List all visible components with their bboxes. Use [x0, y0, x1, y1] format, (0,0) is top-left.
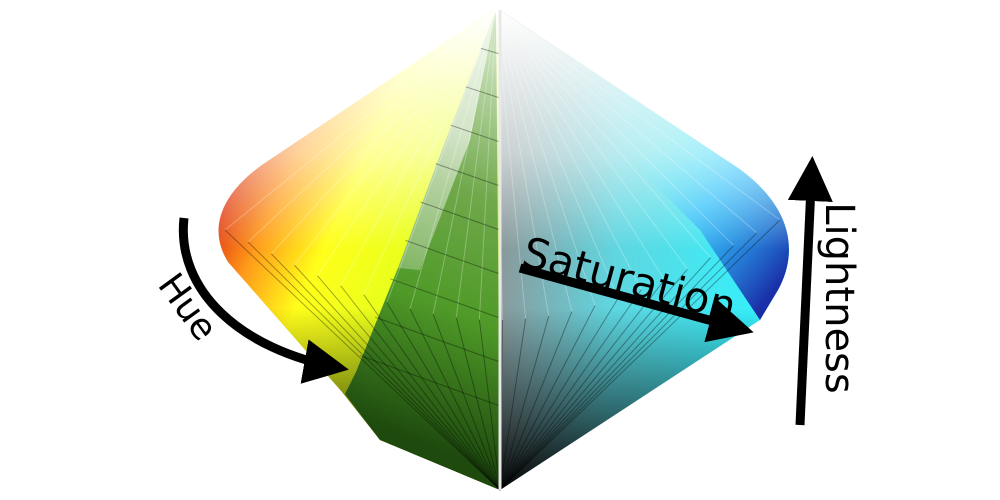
mesh-meridian-upper [495, 9, 665, 281]
mesh-meridian-upper [495, 9, 550, 317]
mesh-meridian-lower [499, 219, 781, 491]
mesh-meridian-upper [495, 9, 712, 258]
mesh-meridian-upper [478, 9, 497, 320]
mesh-meridian-lower [224, 229, 501, 491]
hue-label: Hue [150, 266, 226, 348]
mesh-meridian-lower [409, 308, 501, 491]
mesh-meridian-lower [499, 257, 711, 491]
saturation-arrow [518, 263, 754, 343]
bicone-mesh-lines [224, 9, 781, 321]
hue-arrow [178, 217, 349, 384]
mesh-meridian-upper [340, 9, 497, 286]
mesh-meridian-lower [247, 241, 501, 491]
mesh-ring-line [450, 124, 501, 143]
mesh-meridian-upper [495, 9, 781, 221]
mesh-meridian-lower [386, 302, 501, 491]
mesh-meridian-lower [499, 315, 550, 491]
mesh-ring-line [405, 239, 501, 275]
mesh-meridian-lower [499, 289, 642, 491]
mesh-meridian-lower [499, 232, 758, 491]
mesh-meridian-lower [317, 275, 501, 491]
mesh-meridian-upper [455, 9, 497, 318]
mesh-meridian-upper [293, 9, 497, 266]
mesh-ring-line [420, 201, 501, 231]
mesh-meridian-upper [495, 9, 619, 299]
green-face-highlight [398, 10, 496, 270]
mesh-meridian-upper [224, 9, 497, 231]
mesh-meridian-upper [386, 9, 497, 303]
mesh-ring-line [375, 316, 501, 363]
mesh-ring-line [359, 355, 501, 407]
mesh-ring-line [390, 278, 501, 319]
mesh-meridian-upper [495, 9, 688, 270]
mesh-ring-line [465, 86, 501, 99]
mesh-meridian-lower [499, 311, 573, 491]
mesh-meridian-lower [499, 245, 735, 491]
mesh-meridian-upper [317, 9, 497, 277]
mesh-meridian-lower [340, 285, 501, 491]
mesh-meridian-upper [432, 9, 497, 315]
mesh-meridian-lower [432, 313, 501, 491]
mesh-meridian-lower [499, 318, 527, 491]
mesh-meridian-upper [495, 9, 642, 290]
mesh-ring-line [480, 47, 501, 55]
mesh-meridian-upper [495, 9, 573, 312]
mesh-meridian-upper [363, 9, 497, 295]
mesh-meridian-lower [499, 298, 619, 491]
bicone-right-shade [500, 10, 789, 490]
mesh-meridian-upper [495, 9, 758, 234]
mesh-meridian-upper [247, 9, 497, 243]
mesh-meridian-upper [409, 9, 497, 310]
lightness-label: Lightness [816, 202, 862, 393]
mesh-meridian-lower [499, 279, 665, 491]
mesh-meridian-lower [363, 294, 501, 491]
lightness-arrow [787, 156, 833, 426]
mesh-ring-line [435, 163, 501, 187]
mesh-meridian-lower [294, 264, 501, 491]
mesh-meridian-upper [495, 9, 735, 246]
mesh-meridian-lower [270, 253, 501, 491]
mesh-meridian-lower [478, 319, 501, 491]
mesh-meridian-upper [495, 9, 596, 306]
mesh-meridian-lower [455, 317, 501, 491]
mesh-meridian-upper [270, 9, 497, 255]
mesh-meridian-lower [499, 305, 596, 491]
